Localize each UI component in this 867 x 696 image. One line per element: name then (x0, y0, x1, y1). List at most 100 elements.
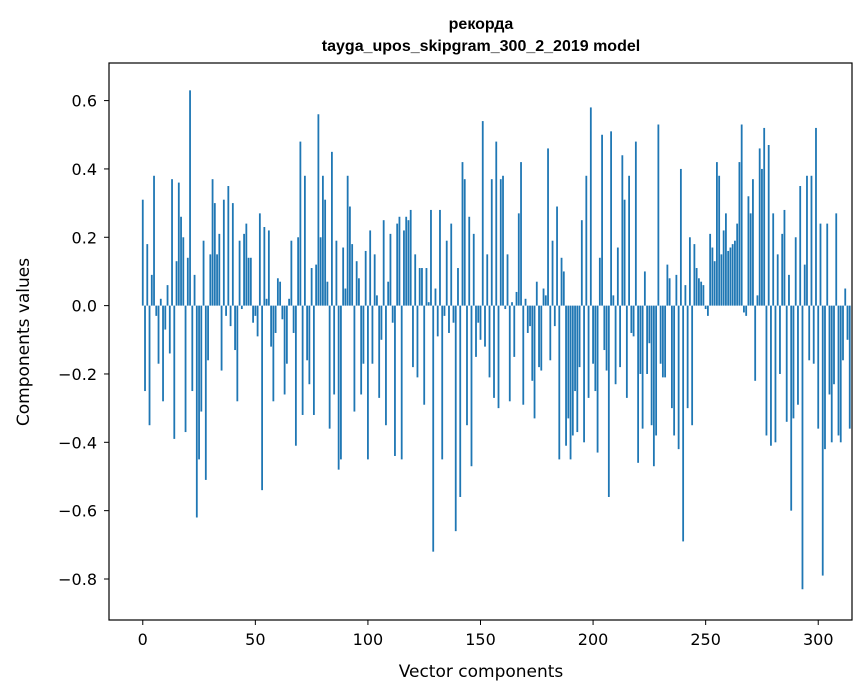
bar (319, 237, 322, 306)
bar (686, 305, 689, 409)
bar (747, 196, 750, 306)
bar (195, 305, 198, 518)
bar (547, 148, 549, 306)
bar (725, 213, 727, 306)
bar (209, 254, 212, 306)
bar (267, 230, 270, 306)
bar (707, 305, 709, 316)
bar (238, 240, 241, 306)
bar (434, 288, 437, 306)
bar (776, 254, 779, 306)
bar (421, 268, 423, 306)
bar (682, 305, 685, 542)
bar (263, 227, 266, 306)
bar (198, 305, 200, 460)
bar (828, 305, 831, 395)
bar (740, 124, 743, 306)
bar (333, 305, 336, 395)
bar (452, 305, 455, 323)
bar (301, 305, 304, 415)
bar (189, 90, 191, 306)
x-tick-label: 50 (245, 630, 265, 649)
bar (743, 305, 745, 313)
bar (761, 168, 763, 306)
bar (522, 305, 525, 405)
bar (344, 288, 347, 306)
y-tick-label: −0.2 (58, 365, 97, 384)
bar (164, 305, 167, 330)
bar (511, 302, 513, 306)
y-tick-label: −0.8 (58, 570, 97, 589)
bar (603, 305, 606, 351)
bar (276, 278, 279, 306)
y-tick-label: 0.6 (72, 92, 97, 111)
bar (371, 305, 374, 364)
bar (213, 203, 216, 306)
bar (466, 305, 468, 426)
bar (335, 240, 338, 306)
bar (155, 305, 158, 316)
bar (272, 305, 275, 402)
bar (326, 281, 329, 306)
bar (508, 305, 511, 402)
bar (457, 268, 459, 306)
bar (405, 216, 408, 306)
bar (691, 305, 694, 426)
bar (279, 281, 282, 306)
chart-title: рекорда (449, 16, 514, 33)
bar (799, 186, 802, 306)
x-tick-label: 200 (578, 630, 609, 649)
bar (846, 305, 849, 340)
bar (641, 305, 644, 429)
bar (468, 216, 471, 306)
bar (772, 213, 775, 306)
bar (839, 305, 842, 443)
bar (736, 223, 739, 306)
bar (535, 281, 538, 306)
bar (315, 264, 318, 306)
bar (362, 305, 365, 364)
bar (515, 291, 518, 306)
bar (646, 305, 649, 374)
y-tick-label: −0.6 (58, 502, 97, 521)
bar (720, 254, 723, 306)
bar (430, 209, 432, 306)
bar (245, 223, 248, 306)
bar (285, 305, 288, 364)
bar (826, 223, 829, 306)
bar (274, 305, 277, 333)
bar (416, 305, 419, 378)
bar (499, 179, 502, 306)
bar (779, 305, 781, 374)
bar (607, 305, 610, 497)
bar (819, 223, 822, 306)
bar (204, 305, 207, 480)
bar (240, 305, 243, 310)
bar (803, 264, 806, 306)
bar (364, 250, 367, 306)
bar (634, 141, 637, 306)
bar (331, 151, 333, 306)
bar (538, 305, 540, 368)
bar (752, 179, 754, 306)
bar (303, 175, 306, 306)
bar (661, 305, 664, 378)
bar (229, 305, 232, 327)
bar (806, 175, 808, 306)
bar (517, 213, 520, 306)
y-tick-label: 0.2 (72, 228, 97, 247)
bar (506, 254, 509, 306)
bar (569, 305, 572, 460)
bar (463, 179, 466, 306)
bar (490, 179, 493, 306)
bar (729, 247, 732, 306)
bar (848, 305, 851, 429)
bar (844, 288, 847, 306)
bar (673, 305, 676, 436)
bar (403, 230, 405, 306)
bar (184, 305, 187, 433)
bar (353, 305, 356, 412)
bar (790, 305, 793, 511)
bar (700, 281, 703, 306)
bar (216, 254, 218, 306)
